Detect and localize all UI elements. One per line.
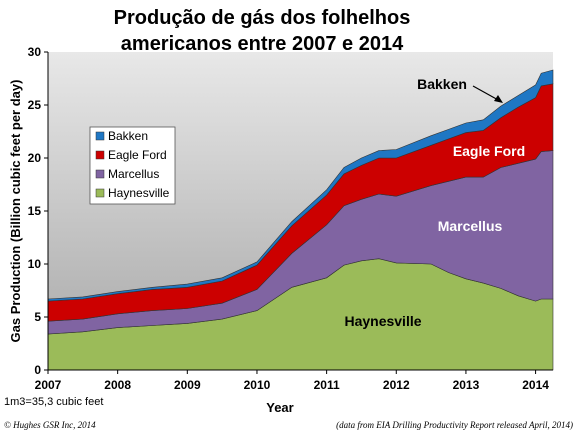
bakken-pointer-arrowhead xyxy=(494,95,503,103)
area-label-marcellus: Marcellus xyxy=(438,218,503,234)
copyright: © Hughes GSR Inc, 2014 xyxy=(4,420,96,430)
x-tick-label: 2007 xyxy=(35,378,62,392)
unit-note: 1m3=35,3 cubic feet xyxy=(4,396,103,408)
y-tick-label: 15 xyxy=(28,204,42,218)
y-tick-label: 25 xyxy=(28,98,42,112)
legend-label-haynesville: Haynesville xyxy=(108,186,170,200)
y-tick-label: 30 xyxy=(28,45,42,59)
x-tick-label: 2013 xyxy=(453,378,480,392)
x-tick-label: 2011 xyxy=(314,378,340,392)
chart-title-line-2: americanos entre 2007 e 2014 xyxy=(121,33,404,55)
y-axis-title: Gas Production (Billion cubic feet per d… xyxy=(8,80,23,343)
x-tick-label: 2012 xyxy=(383,378,410,392)
area-bakken xyxy=(47,69,554,302)
x-tick-label: 2008 xyxy=(104,378,131,392)
legend-swatch-bakken xyxy=(95,131,105,141)
legend-label-eagle-ford: Eagle Ford xyxy=(108,148,167,162)
bakken-pointer-line xyxy=(472,85,501,102)
x-tick-label: 2010 xyxy=(244,378,271,392)
legend-swatch-eagle-ford xyxy=(95,150,105,160)
area-label-eagle-ford: Eagle Ford xyxy=(453,143,525,159)
chart-title-line-1: Produção de gás dos folhelhos xyxy=(114,7,411,29)
area-label-bakken: Bakken xyxy=(417,76,467,92)
y-tick-label: 20 xyxy=(28,151,42,165)
y-tick-label: 5 xyxy=(34,310,41,324)
x-tick-label: 2009 xyxy=(174,378,201,392)
y-tick-label: 10 xyxy=(28,257,42,271)
legend-swatch-haynesville xyxy=(95,188,105,198)
legend-label-bakken: Bakken xyxy=(108,129,148,143)
x-tick-label: 2014 xyxy=(522,378,549,392)
x-axis-title: Year xyxy=(266,400,293,415)
legend-swatch-marcellus xyxy=(95,169,105,179)
area-label-haynesville: Haynesville xyxy=(344,313,421,329)
y-tick-label: 0 xyxy=(34,363,41,377)
legend: Bakken Eagle Ford Marcellus Haynesville xyxy=(89,126,176,205)
legend-label-marcellus: Marcellus xyxy=(108,167,159,181)
data-source: (data from EIA Drilling Productivity Rep… xyxy=(336,420,573,430)
